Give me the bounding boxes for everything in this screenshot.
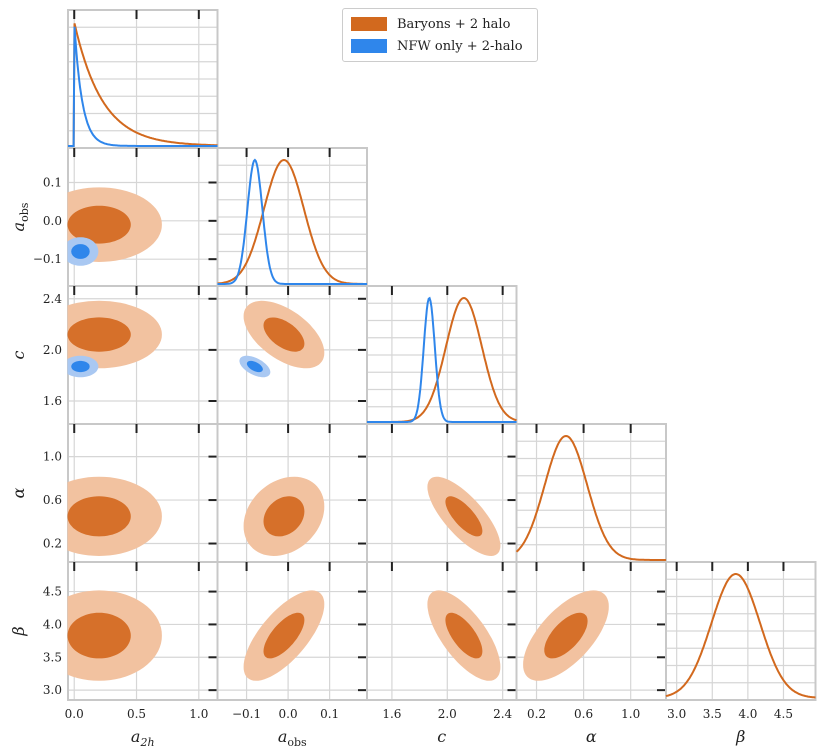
contour-baryons-c-a2h-inner <box>67 317 131 352</box>
y-tick-label: 0.0 <box>43 214 62 228</box>
axis-label-subscript: 2h <box>139 736 154 749</box>
contour-baryons-alpha-aobs-inner <box>263 496 305 537</box>
panel-a2h-a2h <box>67 9 219 149</box>
x-axis-label-c: c <box>437 727 446 746</box>
panel-frame <box>665 561 817 701</box>
y-tick-label: 0.2 <box>43 537 62 551</box>
y-tick-label: 2.0 <box>43 343 62 357</box>
x-tick-label: 2.4 <box>493 707 512 721</box>
legend-swatch-nfw <box>351 39 387 53</box>
contour-baryons-beta-aobs-inner <box>263 612 305 659</box>
legend-label-baryons: Baryons + 2 halo <box>397 16 511 32</box>
contour-baryons-beta-c-inner <box>445 612 483 659</box>
contour-baryons-beta-a2h-inner <box>67 612 131 659</box>
x-axis-label-beta: β <box>735 727 745 746</box>
panel-c-c <box>366 285 518 425</box>
panel-beta-beta <box>665 561 817 701</box>
contour-nfw-c-a2h-inner <box>71 360 90 373</box>
marginal-baryons-c <box>367 296 517 423</box>
y-axis-label-aobs: aobs <box>9 202 31 231</box>
x-tick-label: 0.0 <box>65 707 84 721</box>
axis-label-subscript: obs <box>287 736 307 749</box>
marginal-baryons-beta <box>665 573 816 699</box>
x-axis-label-a2h: a2h <box>131 727 155 749</box>
x-tick-label: 4.0 <box>738 707 757 721</box>
x-tick-label: 0.5 <box>127 707 146 721</box>
marginal-nfw-aobs <box>217 158 367 285</box>
x-tick-label: 2.0 <box>438 707 457 721</box>
x-tick-label: 0.1 <box>320 707 339 721</box>
x-axis-label-alpha: α <box>586 727 597 746</box>
y-tick-label: 3.5 <box>43 650 62 664</box>
y-tick-label: 4.0 <box>43 617 62 631</box>
panel-alpha-alpha <box>515 423 667 563</box>
legend-item-nfw: NFW only + 2-halo <box>351 36 523 56</box>
x-tick-label: 3.0 <box>667 707 686 721</box>
x-tick-label: 1.6 <box>382 707 401 721</box>
y-axis-label-beta: β <box>9 626 28 636</box>
marginal-baryons-aobs <box>217 158 367 285</box>
axis-label-subscript: obs <box>18 202 31 222</box>
contour-baryons-alpha-c-inner <box>445 496 483 537</box>
y-tick-label: 3.0 <box>43 683 62 697</box>
x-tick-label: 0.0 <box>279 707 298 721</box>
x-axis-label-aobs: aobs <box>278 727 307 749</box>
x-tick-label: 0.2 <box>527 707 546 721</box>
y-tick-label: 4.5 <box>43 585 62 599</box>
y-tick-label: 1.6 <box>43 394 62 408</box>
contour-baryons-aobs-a2h-inner <box>67 205 131 244</box>
contour-nfw-c-aobs-inner <box>246 360 263 373</box>
x-tick-label: 1.0 <box>621 707 640 721</box>
y-tick-label: −0.1 <box>33 252 62 266</box>
marginal-baryons-alpha <box>515 434 666 561</box>
y-axis-label-alpha: α <box>9 487 28 498</box>
marginal-nfw-a2h <box>68 26 218 147</box>
contour-baryons-beta-alpha-inner <box>544 612 588 659</box>
x-tick-label: 0.6 <box>574 707 593 721</box>
y-tick-label: 0.1 <box>43 176 62 190</box>
x-tick-label: 4.5 <box>774 707 793 721</box>
legend-item-baryons: Baryons + 2 halo <box>351 14 510 34</box>
y-tick-label: 1.0 <box>43 450 62 464</box>
x-tick-label: −0.1 <box>232 707 261 721</box>
contour-baryons-alpha-a2h-inner <box>67 496 131 537</box>
marginal-baryons-a2h <box>68 23 218 147</box>
legend: Baryons + 2 halo NFW only + 2-halo <box>342 8 538 62</box>
y-axis-label-c: c <box>9 350 28 359</box>
legend-swatch-baryons <box>351 17 387 31</box>
y-tick-label: 2.4 <box>43 292 62 306</box>
contour-nfw-aobs-a2h-inner <box>71 244 90 259</box>
x-tick-label: 1.0 <box>189 707 208 721</box>
marginal-nfw-c <box>367 296 517 423</box>
y-tick-label: 0.6 <box>43 493 62 507</box>
contour-baryons-c-aobs-inner <box>263 317 305 352</box>
legend-label-nfw: NFW only + 2-halo <box>397 38 523 54</box>
x-tick-label: 3.5 <box>703 707 722 721</box>
